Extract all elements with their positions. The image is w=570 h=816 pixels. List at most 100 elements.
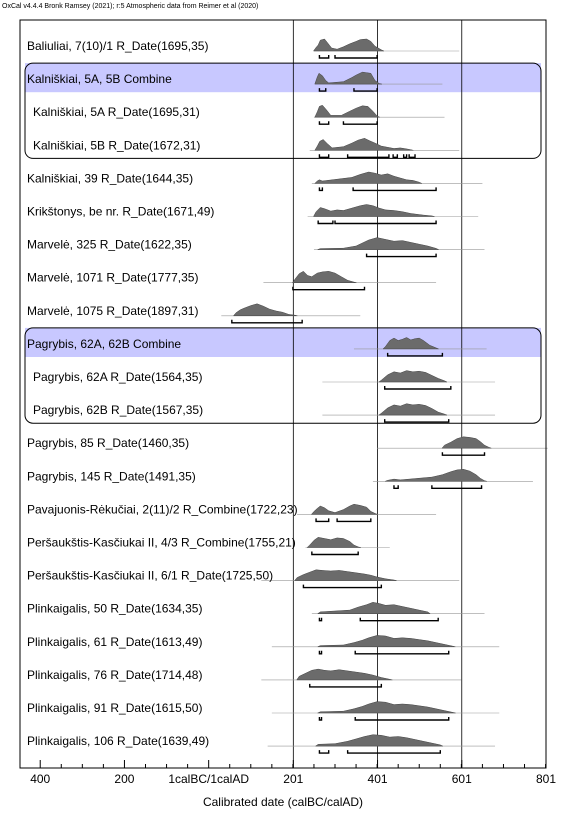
range-bracket: [231, 319, 303, 324]
density-area: [294, 569, 397, 581]
density-area: [310, 503, 378, 515]
density-area: [292, 270, 357, 283]
row-label: Plinkaigalis, 50 R_Date(1634,35): [27, 602, 202, 616]
range-bracket: [354, 650, 450, 655]
range-bracket: [346, 750, 441, 754]
group-boxes: [24, 62, 542, 424]
density-area: [378, 370, 448, 383]
range-bracket: [317, 220, 334, 225]
density-area: [441, 436, 492, 449]
density-area: [314, 71, 382, 85]
row-label: Pagrybis, 85 R_Date(1460,35): [27, 436, 189, 450]
gridlines: [292, 20, 463, 768]
density-area: [382, 337, 439, 350]
range-bracket: [336, 518, 372, 523]
row-label: Kalniškiai, 5A, 5B Combine: [27, 72, 172, 86]
row-label: Pagrybis, 62B R_Date(1567,35): [33, 403, 203, 417]
density-area: [313, 204, 435, 217]
range-bracket: [318, 617, 323, 622]
row-label: Marvelė, 1071 R_Date(1777,35): [27, 271, 198, 285]
range-bracket: [318, 187, 324, 192]
header-text: OxCal v4.4.4 Bronk Ramsey (2021); r:5 At…: [2, 3, 258, 10]
range-bracket: [309, 683, 383, 688]
range-bracket: [352, 187, 437, 192]
range-bracket: [393, 485, 399, 489]
group-box: [24, 62, 542, 159]
density-area: [316, 602, 431, 614]
density-area: [314, 171, 422, 184]
range-bracket: [334, 55, 378, 59]
range-bracket: [441, 452, 486, 456]
range-bracket: [365, 253, 437, 258]
density-area: [317, 237, 439, 250]
group-box: [24, 327, 542, 424]
range-bracket: [302, 584, 383, 589]
x-axis-title: Calibrated date (calBC/calAD): [203, 795, 363, 809]
row-label: Peršaukštis-Kasčiukai II, 4/3 R_Combine(…: [27, 536, 296, 550]
row-label: Marvelė, 1075 R_Date(1897,31): [27, 304, 198, 318]
tick-label: 601: [452, 772, 472, 786]
density-area: [385, 469, 488, 482]
row-label: Kalniškiai, 39 R_Date(1644,35): [27, 171, 193, 185]
row-label: Peršaukštis-Kasčiukai II, 6/1 R_Date(172…: [27, 569, 273, 583]
range-bracket: [311, 551, 359, 556]
range-bracket: [292, 286, 366, 291]
density-area: [314, 138, 414, 151]
range-bracket: [318, 88, 327, 92]
range-bracket: [318, 750, 330, 754]
row-label: Krikštonys, be nr. R_Date(1671,49): [27, 205, 214, 219]
range-bracket: [359, 617, 439, 622]
row-label: Pagrybis, 62A R_Date(1564,35): [33, 370, 202, 384]
row-label: Pavajuonis-Rėkučiai, 2(11)/2 R_Combine(1…: [27, 502, 298, 516]
row-label: Kalniškiai, 5B R_Date(1672,31): [33, 138, 200, 152]
highlight-band: [25, 327, 541, 357]
range-bracket: [342, 121, 378, 125]
date-rows: Baliuliai, 7(10)/1 R_Date(1695,35) Kalniš…: [27, 38, 548, 754]
range-bracket: [315, 518, 330, 523]
density-area: [313, 38, 385, 52]
highlight-layer: [25, 63, 541, 357]
range-bracket: [354, 717, 450, 721]
row-label: Plinkaigalis, 76 R_Date(1714,48): [27, 668, 202, 682]
tick-label: 200: [114, 772, 134, 786]
range-bracket: [318, 717, 323, 721]
range-bracket: [353, 88, 378, 92]
tick-label: 1calBC/1calAD: [168, 772, 249, 786]
density-area: [317, 635, 456, 648]
range-bracket: [384, 386, 452, 390]
row-label: Plinkaigalis, 106 R_Date(1639,49): [27, 734, 209, 748]
range-bracket: [392, 154, 399, 158]
density-area: [314, 104, 380, 118]
density-area: [314, 734, 443, 747]
density-area: [232, 303, 298, 317]
range-bracket: [318, 650, 323, 655]
density-area: [317, 701, 456, 714]
row-label: Pagrybis, 62A, 62B Combine: [27, 337, 181, 351]
row-label: Kalniškiai, 5A R_Date(1695,31): [33, 105, 200, 119]
range-bracket: [318, 154, 330, 158]
x-axis: 400 200 1calBC/1calAD 201 401 601 801: [30, 760, 556, 786]
tick-label: 201: [283, 772, 303, 786]
range-bracket: [408, 154, 416, 158]
tick-label: 401: [368, 772, 388, 786]
range-bracket: [402, 154, 408, 158]
row-label: Pagrybis, 145 R_Date(1491,35): [27, 469, 196, 483]
density-area: [378, 403, 448, 416]
range-bracket: [318, 121, 330, 125]
density-area: [306, 537, 361, 548]
range-bracket: [386, 352, 444, 357]
row-label: Plinkaigalis, 91 R_Date(1615,50): [27, 701, 202, 715]
tick-label: 801: [536, 772, 556, 786]
range-bracket: [334, 220, 437, 225]
row-label: Plinkaigalis, 61 R_Date(1613,49): [27, 635, 202, 649]
plot-frame: [19, 19, 547, 769]
range-bracket: [384, 419, 450, 423]
range-bracket: [346, 154, 390, 158]
row-label: Marvelė, 325 R_Date(1622,35): [27, 238, 192, 252]
highlight-band: [25, 63, 541, 93]
range-bracket: [318, 55, 330, 59]
density-area: [296, 668, 393, 681]
tick-label: 400: [30, 772, 50, 786]
range-bracket: [431, 485, 483, 489]
